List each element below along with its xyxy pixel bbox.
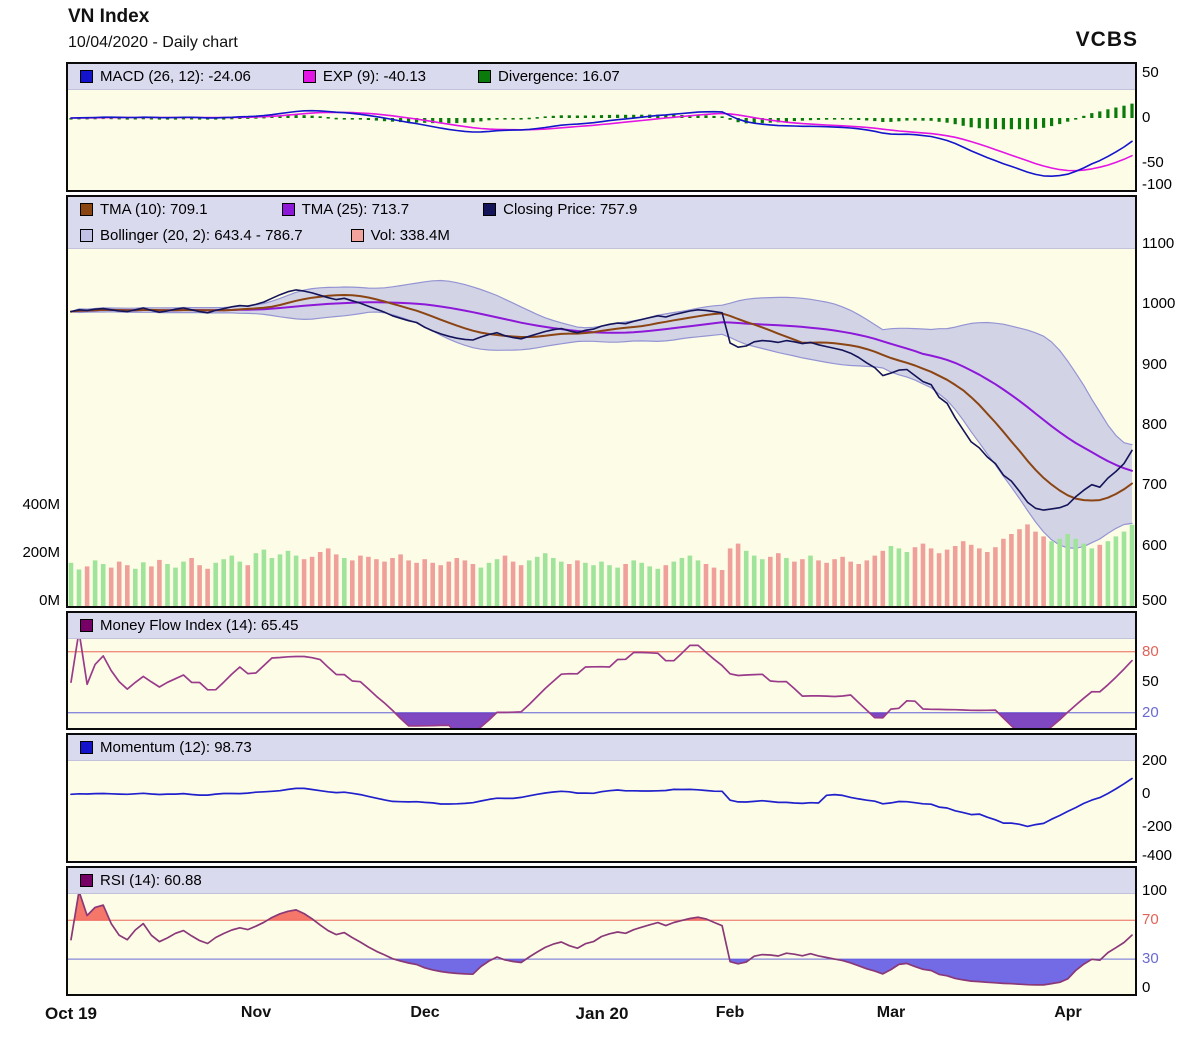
- y-axis-label: 900: [1142, 356, 1168, 373]
- x-axis-label: Oct 19: [45, 1004, 97, 1023]
- x-axis-label: Dec: [410, 1004, 440, 1021]
- momentum-legend: Momentum (12): 98.73: [68, 735, 1135, 761]
- price-chart: [68, 197, 1135, 606]
- price-legend-row-1: TMA (10): 709.1 TMA (25): 713.7 Closing …: [68, 197, 1135, 223]
- x-axis-label: Mar: [876, 1004, 906, 1021]
- volume-axis-label: 200M: [22, 544, 60, 561]
- y-axis-label: 0: [1142, 979, 1151, 996]
- tma10-swatch-icon: [80, 203, 93, 217]
- y-axis-label: -200: [1142, 818, 1173, 835]
- exp-legend-label: EXP (9): -40.13: [322, 68, 427, 85]
- macd-chart: [68, 64, 1135, 190]
- momentum-swatch-icon: [80, 741, 93, 754]
- macd-legend: MACD (26, 12): -24.06 EXP (9): -40.13 Di…: [68, 64, 1135, 90]
- mfi-legend: Money Flow Index (14): 65.45: [68, 613, 1135, 639]
- y-axis-label: 100: [1142, 882, 1168, 899]
- mfi-swatch-icon: [80, 619, 93, 632]
- y-axis-label: 1100: [1142, 235, 1175, 252]
- legend-item-exp: EXP (9): -40.13: [302, 68, 427, 85]
- legend-item-bollinger: Bollinger (20, 2): 643.4 - 786.7: [80, 227, 303, 244]
- closing-price-swatch-icon: [483, 203, 497, 217]
- volume-axis-label: 400M: [22, 496, 60, 513]
- y-axis-label: 600: [1142, 537, 1168, 554]
- tma10-legend-label: TMA (10): 709.1: [100, 201, 208, 219]
- momentum-chart: [68, 735, 1135, 861]
- momentum-legend-label: Momentum (12): 98.73: [100, 739, 252, 756]
- legend-item-volume: Vol: 338.4M: [350, 226, 450, 244]
- exp-swatch-icon: [302, 70, 316, 83]
- rsi-panel: RSI (14): 60.88: [66, 866, 1137, 996]
- x-axis-label: Nov: [240, 1004, 272, 1021]
- legend-item-divergence: Divergence: 16.07: [478, 68, 620, 85]
- bollinger-legend-label: Bollinger (20, 2): 643.4 - 786.7: [100, 226, 303, 244]
- y-axis-label: 200: [1142, 752, 1168, 769]
- x-axis-label: Feb: [715, 1004, 745, 1021]
- bollinger-swatch-icon: [80, 228, 93, 242]
- y-axis-label: 50: [1142, 64, 1159, 81]
- y-axis-label: 800: [1142, 416, 1168, 433]
- y-axis-label: 0: [1142, 785, 1151, 802]
- momentum-panel: Momentum (12): 98.73: [66, 733, 1137, 863]
- y-axis-label: 20: [1142, 704, 1159, 721]
- macd-panel: MACD (26, 12): -24.06 EXP (9): -40.13 Di…: [66, 62, 1137, 192]
- price-legend-row-2: Bollinger (20, 2): 643.4 - 786.7 Vol: 33…: [68, 223, 1135, 249]
- y-axis-label: 70: [1142, 911, 1159, 928]
- legend-item-tma10: TMA (10): 709.1: [80, 201, 208, 218]
- rsi-swatch-icon: [80, 874, 93, 887]
- rsi-legend-label: RSI (14): 60.88: [100, 872, 202, 889]
- mfi-legend-label: Money Flow Index (14): 65.45: [100, 617, 299, 634]
- price-legend: TMA (10): 709.1 TMA (25): 713.7 Closing …: [68, 197, 1135, 249]
- macd-swatch-icon: [80, 70, 93, 83]
- tma25-legend-label: TMA (25): 713.7: [301, 201, 410, 219]
- rsi-chart: [68, 868, 1135, 994]
- volume-swatch-icon: [350, 228, 364, 242]
- y-axis-label: 0: [1142, 109, 1151, 126]
- y-axis-label: -400: [1142, 847, 1173, 864]
- page-title: VN Index: [68, 6, 150, 27]
- mfi-panel: Money Flow Index (14): 65.45: [66, 611, 1137, 730]
- volume-legend-label: Vol: 338.4M: [370, 226, 450, 244]
- tma25-swatch-icon: [281, 203, 295, 217]
- rsi-legend: RSI (14): 60.88: [68, 868, 1135, 894]
- brand-logo: VCBS: [1075, 28, 1138, 51]
- closing-price-legend-label: Closing Price: 757.9: [503, 201, 638, 219]
- x-axis-label: Apr: [1054, 1004, 1082, 1021]
- y-axis-label: -50: [1142, 154, 1164, 171]
- divergence-swatch-icon: [478, 70, 492, 83]
- y-axis-label: 80: [1142, 643, 1159, 660]
- volume-axis-label: 0M: [39, 592, 60, 609]
- y-axis-label: 700: [1142, 476, 1168, 493]
- y-axis-label: -100: [1142, 176, 1173, 193]
- legend-item-rsi: RSI (14): 60.88: [80, 872, 202, 889]
- macd-legend-label: MACD (26, 12): -24.06: [100, 68, 251, 85]
- y-axis-label: 50: [1142, 673, 1159, 690]
- divergence-legend-label: Divergence: 16.07: [498, 68, 620, 85]
- y-axis-label: 30: [1142, 950, 1159, 967]
- legend-item-macd: MACD (26, 12): -24.06: [80, 68, 251, 85]
- legend-item-tma25: TMA (25): 713.7: [281, 201, 410, 219]
- chart-subtitle: 10/04/2020 - Daily chart: [68, 34, 238, 51]
- legend-item-mfi: Money Flow Index (14): 65.45: [80, 617, 298, 634]
- y-axis-label: 500: [1142, 592, 1168, 609]
- price-panel: TMA (10): 709.1 TMA (25): 713.7 Closing …: [66, 195, 1137, 608]
- legend-item-closing-price: Closing Price: 757.9: [483, 201, 637, 218]
- y-axis-label: 1000: [1142, 295, 1176, 312]
- x-axis-label: Jan 20: [575, 1004, 629, 1023]
- mfi-chart: [68, 613, 1135, 728]
- legend-item-momentum: Momentum (12): 98.73: [80, 739, 252, 756]
